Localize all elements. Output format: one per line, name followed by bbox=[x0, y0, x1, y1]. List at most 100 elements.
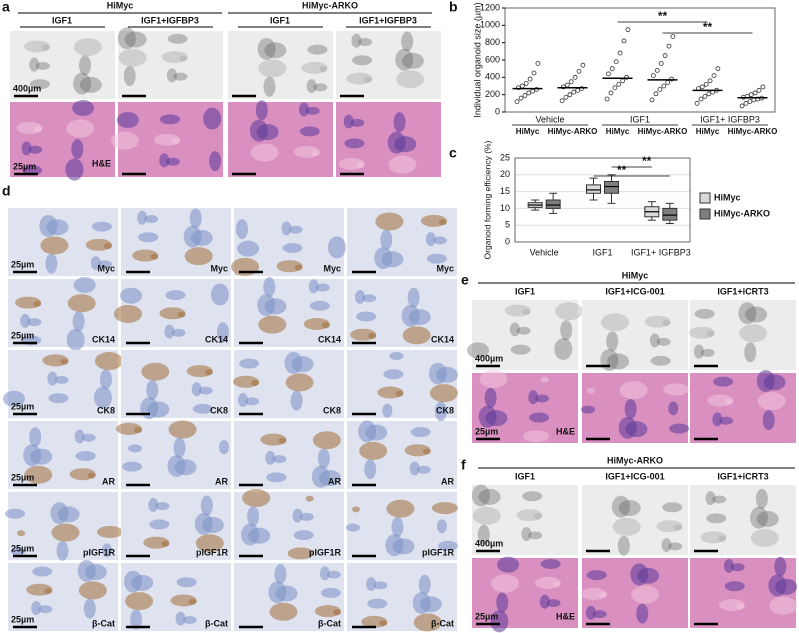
panel-title: HiMyc-ARKO bbox=[607, 455, 663, 465]
tissue-feature bbox=[23, 444, 42, 467]
tissue-feature bbox=[99, 369, 112, 390]
tissue-feature bbox=[718, 599, 745, 612]
tissue-feature bbox=[117, 27, 136, 50]
tissue-feature bbox=[631, 585, 660, 604]
tissue-feature bbox=[749, 506, 768, 529]
tissue-feature bbox=[491, 574, 520, 593]
tissue-feature bbox=[393, 112, 406, 133]
y-tick-label: 1000 bbox=[480, 20, 500, 30]
tissue-feature bbox=[85, 238, 112, 251]
tissue-feature bbox=[769, 596, 798, 615]
data-point bbox=[658, 61, 664, 66]
tissue-feature bbox=[546, 599, 561, 608]
panel-letter: c bbox=[449, 145, 457, 161]
data-point bbox=[526, 90, 532, 96]
tissue-feature bbox=[116, 422, 143, 435]
tissue-feature bbox=[420, 214, 447, 227]
tissue-feature bbox=[50, 502, 69, 525]
tissue-feature bbox=[245, 397, 260, 406]
tissue-feature bbox=[94, 352, 123, 371]
tissue-feature bbox=[756, 511, 779, 528]
tissue-feature bbox=[72, 311, 85, 332]
tissue-feature bbox=[26, 583, 53, 596]
tissue-feature bbox=[418, 574, 431, 595]
tissue-feature bbox=[429, 384, 458, 403]
tissue-feature bbox=[130, 609, 143, 630]
y-tick-label: 200 bbox=[485, 89, 500, 99]
x-tick-label: HiMyc bbox=[606, 127, 630, 136]
data-point bbox=[702, 94, 708, 99]
micrograph bbox=[472, 300, 578, 370]
tissue-feature bbox=[293, 530, 314, 541]
tissue-feature bbox=[308, 279, 319, 294]
tissue-feature bbox=[490, 610, 509, 633]
tissue-feature bbox=[693, 344, 704, 359]
data-point bbox=[694, 100, 700, 106]
tissue-feature bbox=[592, 610, 607, 619]
tissue-feature bbox=[529, 412, 550, 423]
data-point bbox=[706, 91, 712, 97]
group-label: HiMyc-ARKO bbox=[302, 0, 358, 10]
tissue-feature bbox=[437, 540, 458, 551]
data-point bbox=[653, 91, 659, 97]
data-point bbox=[669, 76, 674, 82]
tissue-feature bbox=[317, 448, 330, 469]
data-point bbox=[616, 81, 622, 87]
tissue-feature bbox=[618, 499, 641, 516]
tissue-feature bbox=[42, 354, 69, 367]
data-point bbox=[612, 85, 618, 91]
tissue-feature bbox=[81, 433, 96, 442]
tissue-feature bbox=[192, 403, 213, 414]
tissue-feature bbox=[363, 76, 372, 83]
tissue-feature bbox=[624, 398, 637, 419]
tissue-feature bbox=[83, 598, 96, 619]
tissue-feature bbox=[383, 369, 404, 380]
column-label: IGF1 bbox=[270, 15, 290, 25]
stain-label: Myc bbox=[323, 263, 341, 273]
tissue-feature bbox=[263, 276, 276, 297]
legend-label: HiMyc-ARKO bbox=[714, 208, 770, 218]
tissue-feature bbox=[484, 387, 497, 408]
tissue-feature bbox=[516, 509, 543, 522]
tissue-feature bbox=[255, 100, 268, 121]
y-tick-label: 25 bbox=[500, 152, 510, 162]
tissue-feature bbox=[407, 287, 420, 308]
tissue-feature bbox=[123, 66, 136, 87]
tissue-feature bbox=[65, 158, 84, 181]
tissue-feature bbox=[346, 523, 360, 532]
tissue-feature bbox=[428, 362, 447, 385]
tissue-feature bbox=[359, 441, 388, 460]
tissue-feature bbox=[269, 602, 298, 621]
tissue-feature bbox=[73, 277, 96, 293]
tissue-feature bbox=[361, 615, 388, 628]
tissue-feature bbox=[755, 488, 768, 509]
tissue-feature bbox=[141, 362, 170, 381]
tissue-feature bbox=[581, 405, 595, 414]
tissue-feature bbox=[276, 260, 303, 273]
tissue-feature bbox=[45, 253, 58, 274]
tissue-feature bbox=[287, 547, 314, 560]
tissue-feature bbox=[31, 601, 42, 616]
tissue-feature bbox=[387, 131, 406, 154]
tissue-feature bbox=[67, 294, 96, 313]
tissue-feature bbox=[395, 48, 414, 71]
tissue-feature bbox=[210, 283, 229, 306]
tissue-feature bbox=[216, 322, 229, 343]
data-point bbox=[579, 86, 584, 91]
x-tick-label: HiMyc-ARKO bbox=[728, 127, 778, 136]
data-point bbox=[531, 70, 537, 76]
tissue-feature bbox=[619, 381, 648, 400]
column-label: IGF1 bbox=[515, 286, 535, 296]
panel-letter: a bbox=[2, 0, 10, 15]
tissue-feature bbox=[138, 232, 159, 243]
tissue-feature bbox=[265, 450, 276, 465]
micrograph bbox=[10, 31, 115, 99]
stain-label: CK14 bbox=[205, 334, 228, 344]
tissue-feature bbox=[358, 38, 373, 47]
tissue-feature bbox=[362, 294, 377, 303]
y-tick-label: 15 bbox=[500, 186, 510, 196]
stain-label: AR bbox=[441, 476, 454, 486]
tissue-feature bbox=[313, 83, 328, 92]
tissue-feature bbox=[497, 556, 520, 573]
